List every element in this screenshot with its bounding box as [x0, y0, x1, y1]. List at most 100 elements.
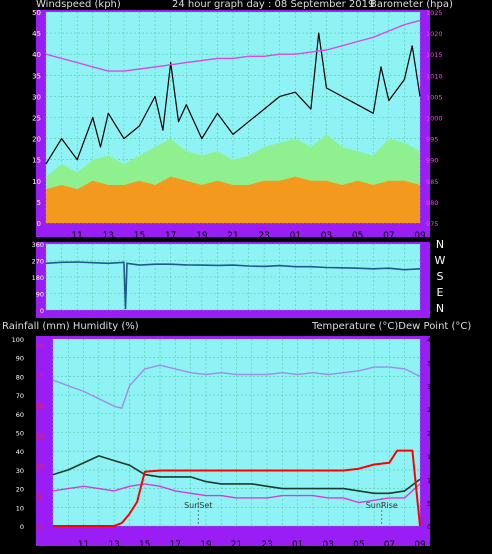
sun-annotation: SunSet: [184, 501, 212, 510]
baro-y-tick: 1025: [426, 9, 443, 17]
wind-x-tick: 21: [227, 231, 238, 241]
temp-x-tick: 23: [261, 540, 272, 550]
temperature-dewpoint-axis-label: Temperature (°C)Dew Point (°C): [312, 321, 472, 332]
temp-y-tick: 20: [427, 430, 435, 438]
temperature-line: [52, 455, 421, 495]
temp-x-tick: 17: [170, 540, 181, 550]
humidity-y-tick: 90: [16, 355, 24, 363]
direction-y-tick: 0: [40, 307, 44, 315]
baro-y-tick: 1010: [426, 72, 443, 80]
humidity-line: [52, 364, 421, 409]
baro-y-tick: 1015: [426, 51, 443, 59]
wind-y-tick: 35: [32, 72, 41, 80]
wind-y-tick: 25: [32, 115, 41, 123]
temperature-series: [52, 364, 421, 527]
rainfall-humidity-axis-label: Rainfall (mm) Humidity (%): [2, 321, 139, 332]
temp-x-tick: 13: [108, 540, 119, 550]
baro-y-tick: 995: [426, 136, 438, 144]
temp-x-tick: 09: [414, 540, 426, 550]
temp-y-tick: 15: [427, 453, 435, 461]
wind-x-tick: 23: [258, 231, 269, 241]
wind-x-tick: 05: [352, 231, 363, 241]
baro-y-tick: 975: [426, 220, 438, 228]
compass-label: E: [437, 286, 444, 299]
baro-y-tick: 985: [426, 178, 438, 186]
rain-y-tick: 10: [36, 463, 44, 471]
humidity-y-tick: 0: [20, 523, 24, 531]
temp-y-tick: 5: [427, 500, 431, 508]
humidity-y-tick: 60: [16, 411, 24, 419]
temp-x-tick: 19: [200, 540, 212, 550]
humidity-y-tick: 30: [16, 467, 24, 475]
wind-series: [45, 19, 421, 223]
wind-x-tick: 09: [414, 231, 426, 241]
rain-y-tick: 15: [36, 433, 44, 441]
temp-y-tick: 40: [427, 336, 435, 344]
direction-series: [45, 261, 421, 310]
rain-y-tick: 20: [36, 402, 44, 410]
humidity-y-tick: 20: [16, 486, 24, 494]
direction-grid: [45, 243, 421, 311]
wind-direction-line: [45, 261, 421, 310]
temp-x-tick: 07: [384, 540, 395, 550]
wind-x-tick: 07: [383, 231, 394, 241]
rainfall-line: [53, 449, 421, 527]
temp-x-tick: 15: [139, 540, 150, 550]
temp-y-tick: 10: [427, 476, 435, 484]
graph-title: 24 hour graph day : 08 September 2019: [172, 0, 375, 10]
dewpoint-line: [52, 483, 421, 504]
temp-y-tick: 30: [427, 383, 435, 391]
wind-x-tick: 11: [71, 231, 82, 241]
baro-y-tick: 1020: [426, 30, 443, 38]
wind-grid: [45, 11, 421, 224]
direction-y-tick: 180: [32, 274, 44, 282]
wind-y-tick: 30: [32, 93, 41, 101]
wind-y-tick: 50: [32, 9, 41, 17]
wind-y-tick: 15: [32, 157, 41, 165]
barometer-axis-label: Barometer (hpa): [370, 0, 453, 10]
baro-y-tick: 1000: [426, 115, 443, 123]
rain-y-tick: 25: [36, 372, 44, 380]
sun-annotation: SunRise: [366, 501, 398, 510]
wind-gust-line: [45, 32, 421, 165]
wind-y-tick: 10: [32, 178, 41, 186]
humidity-y-tick: 80: [16, 373, 24, 381]
temp-x-tick: 21: [231, 540, 242, 550]
temp-y-tick: 0: [427, 523, 431, 531]
compass-label: N: [436, 302, 444, 315]
humidity-y-tick: 70: [16, 392, 24, 400]
wind-y-tick: 0: [37, 220, 41, 228]
temp-x-tick: 11: [78, 540, 89, 550]
rain-y-tick: 30: [36, 342, 44, 350]
tick-labels: 0510152025303540455097598098599099510001…: [12, 9, 446, 550]
baro-y-tick: 990: [426, 157, 438, 165]
direction-y-tick: 270: [32, 258, 44, 266]
wind-x-tick: 15: [134, 231, 145, 241]
wind-x-tick: 13: [103, 231, 114, 241]
baro-y-tick: 980: [426, 199, 438, 207]
wind-y-tick: 20: [32, 136, 41, 144]
temp-x-tick: 03: [323, 540, 334, 550]
wind-x-tick: 03: [321, 231, 332, 241]
wind-y-tick: 40: [32, 51, 41, 59]
rain-y-tick: 5: [38, 493, 42, 501]
humidity-y-tick: 50: [16, 430, 24, 438]
temp-y-tick: 25: [427, 406, 435, 414]
humidity-y-tick: 100: [12, 336, 24, 344]
wind-x-tick: 17: [165, 231, 176, 241]
rain-y-tick: 0: [38, 523, 42, 531]
humidity-y-tick: 10: [16, 504, 24, 512]
wind-low-area: [46, 176, 420, 223]
barometer-line: [45, 19, 421, 72]
direction-y-tick: 360: [32, 241, 44, 249]
temp-x-tick: 01: [292, 540, 303, 550]
wind-x-tick: 01: [290, 231, 301, 241]
temp-y-tick: 35: [427, 359, 435, 367]
wind-x-tick: 19: [196, 231, 208, 241]
compass-label: S: [437, 270, 444, 283]
wind-y-tick: 45: [32, 30, 41, 38]
windspeed-axis-label: Windspeed (kph): [36, 0, 121, 10]
humidity-y-tick: 40: [16, 448, 24, 456]
direction-y-tick: 90: [36, 291, 44, 299]
